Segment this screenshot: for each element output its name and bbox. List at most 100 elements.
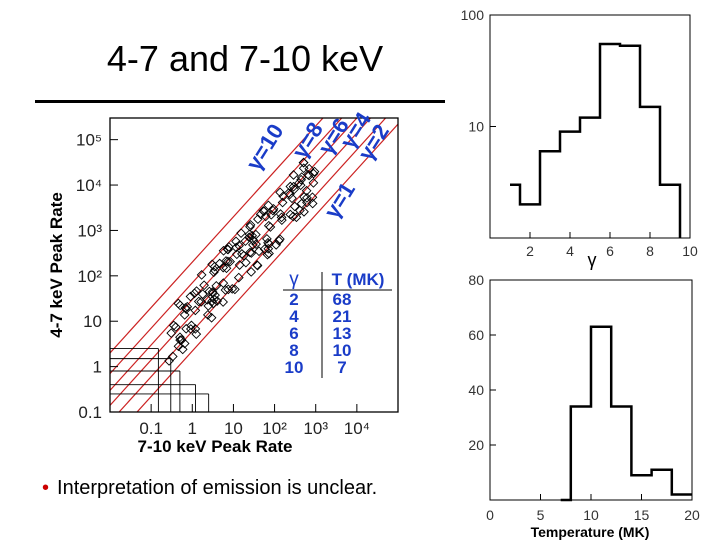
scatter-point <box>236 228 246 239</box>
scatter-point <box>271 239 282 250</box>
table-cell-temp: 7 <box>337 358 346 377</box>
hist1-bar <box>620 46 640 238</box>
scatter-point <box>255 209 266 220</box>
scatter-point <box>275 187 286 198</box>
scatter-point <box>223 241 234 252</box>
scatter-point <box>263 220 274 231</box>
scatter-point <box>246 248 257 258</box>
scatter-point <box>245 220 256 230</box>
scatter-point <box>199 280 209 291</box>
hist2-x-tick-label: 0 <box>486 507 494 523</box>
hist1-bar <box>540 151 560 238</box>
x-tick-label: 10 <box>224 419 243 438</box>
scatter-point <box>202 309 213 320</box>
table-cell-gamma: 4 <box>289 307 299 326</box>
slide-title: 4-7 and 7-10 keV <box>106 38 384 79</box>
hist1-y-tick-label: 100 <box>461 7 485 23</box>
hist1-bar <box>580 118 600 238</box>
scatter-point <box>274 235 284 246</box>
scatter-point <box>307 198 318 209</box>
hist1-x-tick-label: 6 <box>606 243 614 259</box>
table-header-temp: T (MK) <box>332 270 385 289</box>
scatter-point <box>275 234 285 245</box>
scatter-point <box>263 237 273 248</box>
x-axis-label: 7-10 keV Peak Rate <box>138 437 293 456</box>
gamma-line-2 <box>118 118 387 412</box>
scatter-point <box>240 257 251 268</box>
scatter-point <box>233 272 244 283</box>
hist2-bar <box>571 407 591 501</box>
scatter-point <box>218 245 229 256</box>
scatter-point <box>190 305 201 316</box>
hist1-step-line <box>510 42 682 238</box>
table-cell-gamma: 10 <box>285 358 304 377</box>
hist2-y-tick-label: 40 <box>468 382 484 398</box>
y-tick-label: 10⁴ <box>76 176 102 195</box>
scatter-point <box>296 198 307 209</box>
bullet-item: • Interpretation of emission is unclear. <box>42 477 377 500</box>
table-cell-temp: 68 <box>333 290 352 309</box>
hist2-x-axis-label: Temperature (MK) <box>531 524 650 540</box>
scatter-point <box>179 310 190 320</box>
scatter-point <box>175 300 186 311</box>
scatter-point <box>193 296 204 307</box>
scatter-point <box>176 335 187 345</box>
scatter-point <box>307 192 318 203</box>
gamma-line-1 <box>136 123 398 412</box>
scatter-point <box>229 284 240 295</box>
scatter-point <box>296 174 307 185</box>
table-cell-gamma: 6 <box>289 324 298 343</box>
gamma-annotation: γ=10 <box>241 119 288 174</box>
y-tick-label: 10³ <box>77 221 102 240</box>
hist2-x-tick-label: 10 <box>583 507 599 523</box>
y-axis-label: 4-7 keV Peak Rate <box>47 192 66 338</box>
scatter-point <box>308 177 319 188</box>
scatter-point <box>298 163 309 174</box>
scatter-point <box>299 206 309 217</box>
scatter-point <box>168 320 179 331</box>
scatter-point <box>166 328 177 338</box>
hist1-x-tick-label: 4 <box>566 243 574 259</box>
table-cell-temp: 10 <box>333 341 352 360</box>
scatter-point <box>244 229 255 240</box>
table-cell-temp: 21 <box>333 307 352 326</box>
x-tick-label: 10² <box>262 419 287 438</box>
scatter-point <box>185 291 196 302</box>
table-cell-gamma: 8 <box>289 341 298 360</box>
scatter-point <box>262 233 272 244</box>
y-tick-label: 10 <box>83 312 102 331</box>
scatter-point <box>295 205 305 216</box>
scatter-point <box>218 297 228 307</box>
scatter-point <box>225 256 235 267</box>
scatter-point <box>296 172 307 183</box>
scatter-point <box>181 323 192 334</box>
scatter-point <box>223 284 234 295</box>
y-tick-label: 10² <box>77 267 102 286</box>
title-rule <box>35 100 445 103</box>
scatter-point <box>211 280 222 291</box>
scatter-point <box>283 188 294 198</box>
scatter-point <box>298 157 309 168</box>
y-tick-label: 10⁵ <box>76 131 102 150</box>
scatter-point <box>197 289 208 299</box>
table-header-gamma: γ <box>289 269 299 290</box>
x-tick-label: 10³ <box>303 419 328 438</box>
scatter-point <box>231 249 242 260</box>
gamma-line-6 <box>110 118 358 392</box>
scatter-point <box>223 256 233 267</box>
scatter-point <box>259 206 269 217</box>
scatter-point <box>206 312 217 323</box>
scatter-point <box>218 262 229 273</box>
scatter-point <box>179 338 190 349</box>
scatter-frame <box>109 117 399 413</box>
scatter-point <box>268 203 279 214</box>
scatter-point <box>301 185 312 196</box>
hist1-bar <box>640 107 660 238</box>
table-cell-gamma: 2 <box>289 290 298 309</box>
hist1-x-tick-label: 10 <box>682 243 698 259</box>
scatter-point <box>245 221 255 232</box>
hist2-bar <box>591 327 611 500</box>
x-tick-label: 0.1 <box>139 419 163 438</box>
scatter-point <box>189 288 200 299</box>
